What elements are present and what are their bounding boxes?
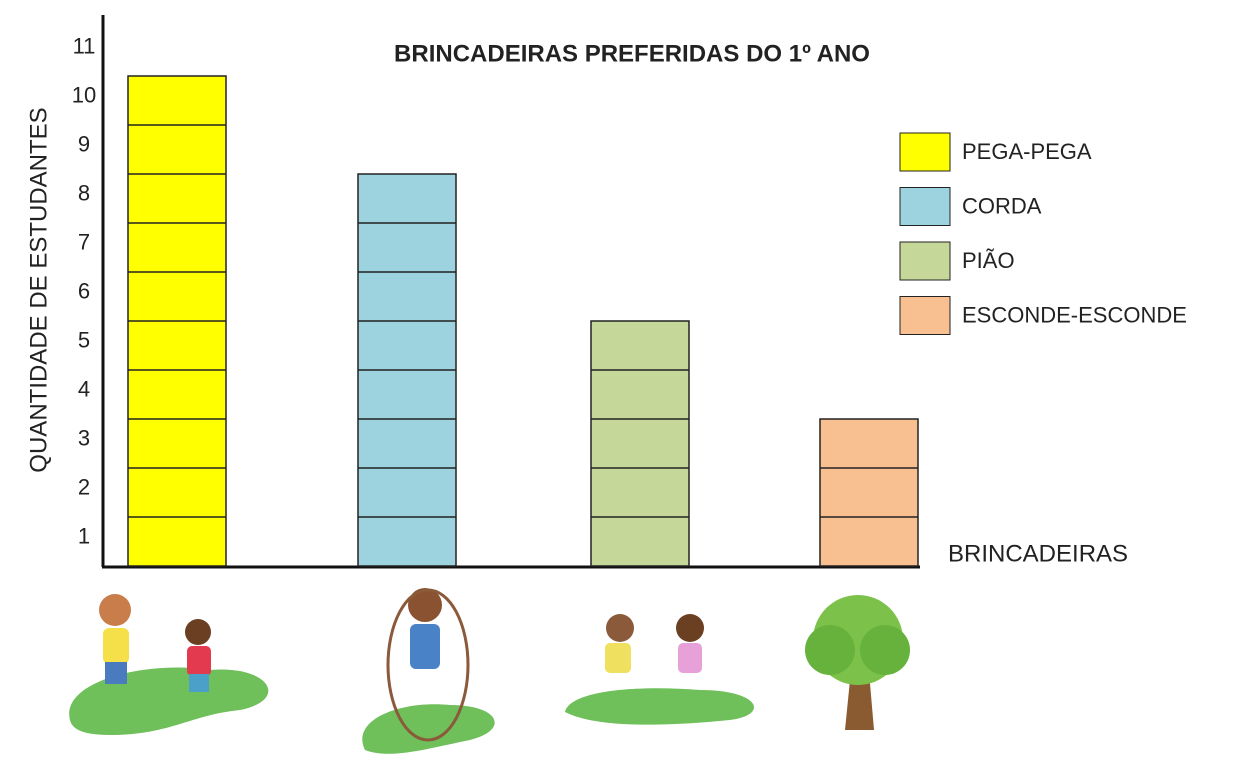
y-tick-label: 11	[73, 33, 96, 58]
legend-swatch	[899, 296, 951, 335]
legend-swatch	[899, 187, 951, 226]
y-tick-label: 7	[78, 229, 90, 254]
legend-swatch	[899, 132, 951, 172]
legend-label: PIÃO	[962, 248, 1015, 273]
chart-title: BRINCADEIRAS PREFERIDAS DO 1º ANO	[394, 40, 870, 67]
y-tick-label: 9	[78, 131, 90, 156]
y-tick-label: 4	[78, 376, 90, 401]
legend-label: CORDA	[962, 193, 1042, 218]
y-tick-label: 10	[72, 82, 96, 107]
y-tick-label: 1	[78, 523, 90, 548]
illustrations	[69, 588, 910, 754]
legend-swatch	[899, 241, 951, 281]
y-tick-label: 3	[78, 425, 90, 450]
bar	[590, 320, 690, 567]
y-axis-label: QUANTIDADE DE ESTUDANTES	[25, 107, 52, 472]
y-tick-label: 5	[78, 327, 90, 352]
y-tick-label: 2	[78, 474, 90, 499]
x-axis-label: BRINCADEIRAS	[948, 540, 1128, 567]
y-tick-label: 8	[78, 180, 90, 205]
y-tick-label: 6	[78, 278, 90, 303]
legend-label: ESCONDE-ESCONDE	[962, 302, 1187, 327]
legend-label: PEGA-PEGA	[962, 139, 1092, 164]
bar	[819, 418, 919, 567]
